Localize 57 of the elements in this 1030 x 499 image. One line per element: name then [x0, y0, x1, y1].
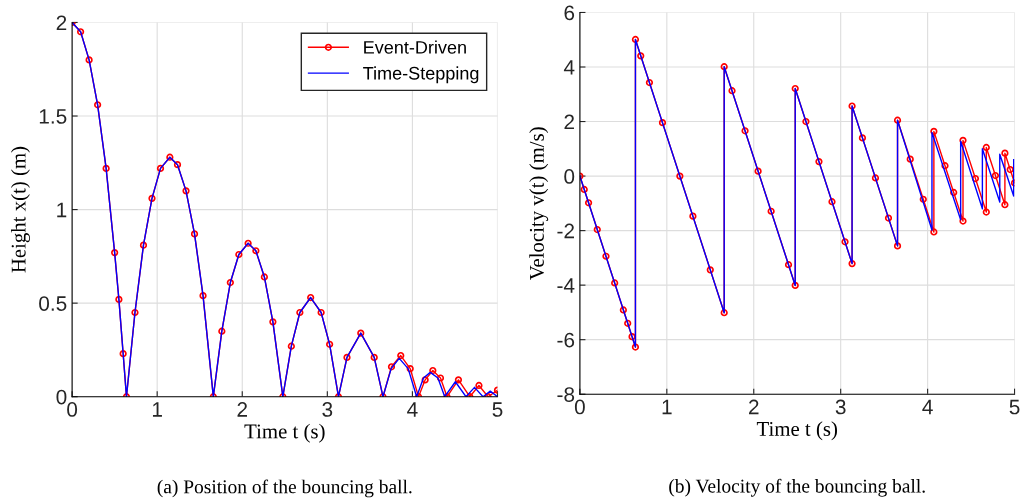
point [454, 376, 463, 384]
point [1001, 201, 1009, 209]
y-tick-label: 4 [563, 60, 575, 75]
point [397, 351, 405, 360]
y-tick-label: 0 [56, 389, 67, 405]
point [429, 366, 437, 375]
point [1006, 165, 1014, 174]
y-tick-label: 0.5 [39, 296, 67, 311]
text: (a) Position of the bouncing ball. [157, 479, 412, 498]
point [871, 174, 880, 182]
y-tick-label: -6 [557, 332, 575, 348]
point [858, 134, 867, 142]
y-tick-label: 0 [564, 169, 575, 184]
point [959, 217, 967, 225]
y-tick-label: 1 [57, 202, 67, 218]
y-axis-title: Height x(t) (m) [11, 146, 30, 273]
point [76, 28, 85, 36]
x-tick-label: 4 [407, 402, 418, 417]
x-axis-title: Time t (s) [756, 421, 838, 441]
text: (b) Velocity of the bouncing ball. [669, 478, 925, 497]
y-tick-label: -4 [557, 278, 575, 293]
x-tick-label: 2 [237, 402, 247, 417]
point [893, 116, 902, 124]
y-tick-label: 6 [564, 5, 575, 21]
y-tick-label: 2 [56, 15, 67, 30]
point [584, 199, 593, 207]
point [982, 143, 990, 152]
point [475, 381, 483, 390]
x-tick-label: 1 [152, 402, 162, 417]
y-tick-label: 2 [564, 114, 574, 130]
legend-label: Time-Stepping [363, 66, 479, 84]
x-tick-label: 5 [1009, 399, 1020, 415]
x-tick-label: 3 [322, 402, 333, 417]
point [784, 261, 793, 269]
x-axis-title: Time t (s) [244, 423, 325, 443]
point [791, 84, 799, 93]
y-tick-label: -2 [557, 223, 574, 239]
point [991, 171, 1000, 180]
x-tick-label: 4 [922, 399, 933, 415]
x-tick-label: 1 [662, 399, 672, 415]
x-tick-label: 0 [574, 399, 585, 415]
y-tick-label: 1.5 [39, 109, 67, 124]
y-axis-title: Velocity v(t) (m/s) [529, 127, 549, 281]
x-tick-label: 2 [749, 399, 759, 415]
y-tick-label: -8 [557, 387, 575, 402]
point [173, 161, 182, 169]
point [1001, 149, 1009, 157]
point [307, 293, 315, 302]
point [884, 214, 893, 222]
point [893, 242, 902, 250]
legend-label: Event-Driven [364, 40, 466, 54]
x-tick-label: 0 [67, 402, 78, 417]
point [791, 281, 799, 290]
x-tick-label: 5 [492, 402, 503, 417]
point [658, 119, 667, 127]
point [982, 208, 990, 216]
x-tick-label: 3 [835, 399, 846, 415]
